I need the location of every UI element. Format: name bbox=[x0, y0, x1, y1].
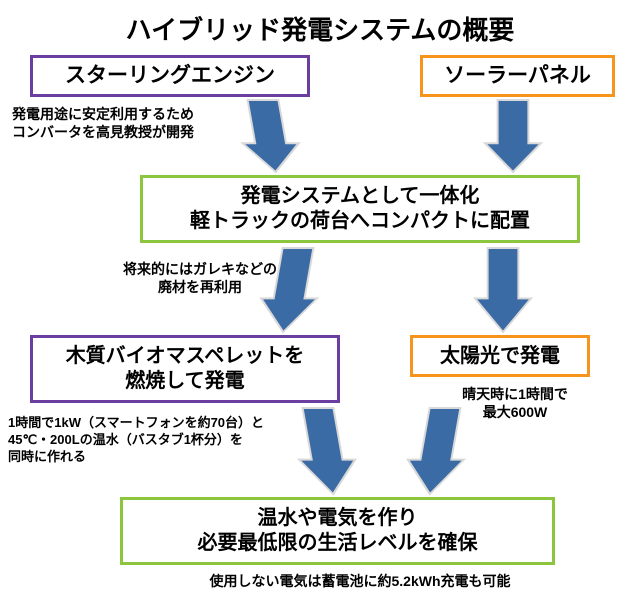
diagram-title: ハイブリッド発電システムの概要 bbox=[0, 0, 640, 47]
note-sunny-600w: 晴天時に1時間で 最大600W bbox=[440, 385, 590, 421]
node-biomass: 木質バイオマスペレットを 燃焼して発電 bbox=[30, 335, 340, 403]
note-future-waste: 将来的にはガレキなどの 廃材を再利用 bbox=[100, 260, 300, 296]
arrow-icon bbox=[485, 100, 541, 172]
node-stirling: スターリングエンジン bbox=[30, 55, 310, 97]
arrow-icon bbox=[290, 408, 361, 494]
note-battery: 使用しない電気は蓄電池に約5.2kWh充電も可能 bbox=[160, 572, 560, 590]
node-pv: 太陽光で発電 bbox=[410, 335, 590, 377]
arrow-icon bbox=[475, 248, 531, 332]
arrow-icon bbox=[235, 100, 304, 172]
node-output: 温水や電気を作り 必要最低限の生活レベルを確保 bbox=[120, 497, 555, 565]
note-converter: 発電用途に安定利用するため コンバータを高見教授が開発 bbox=[12, 105, 232, 141]
node-solar: ソーラーパネル bbox=[420, 55, 615, 97]
note-1kw-hotwater: 1時間で1kW（スマートフォンを約70台）と 45℃・200Lの温水（バスタブ1… bbox=[8, 415, 298, 466]
node-integrate: 発電システムとして一体化 軽トラックの荷台へコンパクトに配置 bbox=[140, 175, 580, 243]
